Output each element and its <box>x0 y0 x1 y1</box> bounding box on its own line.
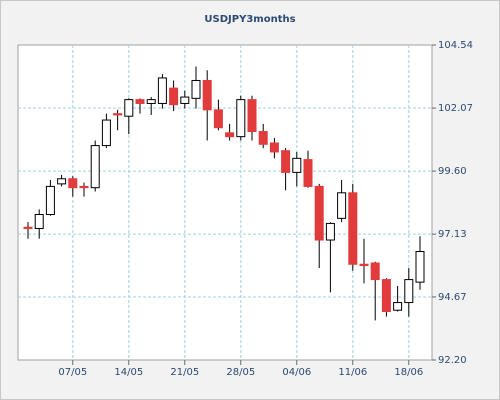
candle-body <box>90 145 100 189</box>
candle-body <box>393 302 403 311</box>
y-tick-label: 99.60 <box>438 166 467 177</box>
candle-body <box>45 185 55 215</box>
candle-body <box>236 99 246 138</box>
candle-body <box>314 185 324 241</box>
y-tick-label: 92.20 <box>438 355 467 366</box>
candle-body <box>191 79 201 99</box>
candle-body <box>202 79 212 111</box>
plot-area <box>17 44 433 361</box>
candle-body <box>269 142 279 153</box>
y-tick-label: 94.67 <box>438 292 467 303</box>
candle-body <box>281 150 291 173</box>
candle-body <box>180 96 190 104</box>
candle-body <box>135 99 145 104</box>
candle-body <box>68 178 78 189</box>
candle-body <box>247 99 257 133</box>
candle-body <box>225 132 235 138</box>
candle-body <box>57 178 67 185</box>
chart-title: USDJPY3months <box>204 14 295 25</box>
candle-body <box>381 279 391 312</box>
candle-body <box>169 87 179 106</box>
candle-body <box>325 222 335 241</box>
candle-body <box>101 119 111 147</box>
candle-body <box>113 113 123 116</box>
x-tick-label: 28/05 <box>226 367 255 378</box>
candle-body <box>337 192 347 219</box>
y-tick-label: 97.13 <box>438 229 467 240</box>
candle-body <box>415 251 425 283</box>
candle-body <box>303 159 313 187</box>
candle-body <box>292 157 302 173</box>
candle-body <box>23 226 33 230</box>
candle-body <box>157 77 167 104</box>
x-tick-label: 18/06 <box>394 367 423 378</box>
y-tick-label: 104.54 <box>438 40 473 51</box>
candle-body <box>359 263 369 267</box>
x-tick-label: 04/06 <box>282 367 311 378</box>
candle-body <box>213 109 223 129</box>
candle-body <box>124 99 134 117</box>
candle-body <box>258 131 268 145</box>
x-tick-label: 07/05 <box>58 367 87 378</box>
candle-body <box>146 99 156 104</box>
candle-body <box>34 213 44 230</box>
x-tick-label: 21/05 <box>170 367 199 378</box>
x-tick-label: 14/05 <box>114 367 143 378</box>
candle-body <box>79 185 89 189</box>
x-tick-label: 11/06 <box>338 367 367 378</box>
y-tick-label: 102.07 <box>438 103 473 114</box>
candle-body <box>370 262 380 281</box>
candle-body <box>348 192 358 265</box>
candle-body <box>404 279 414 304</box>
